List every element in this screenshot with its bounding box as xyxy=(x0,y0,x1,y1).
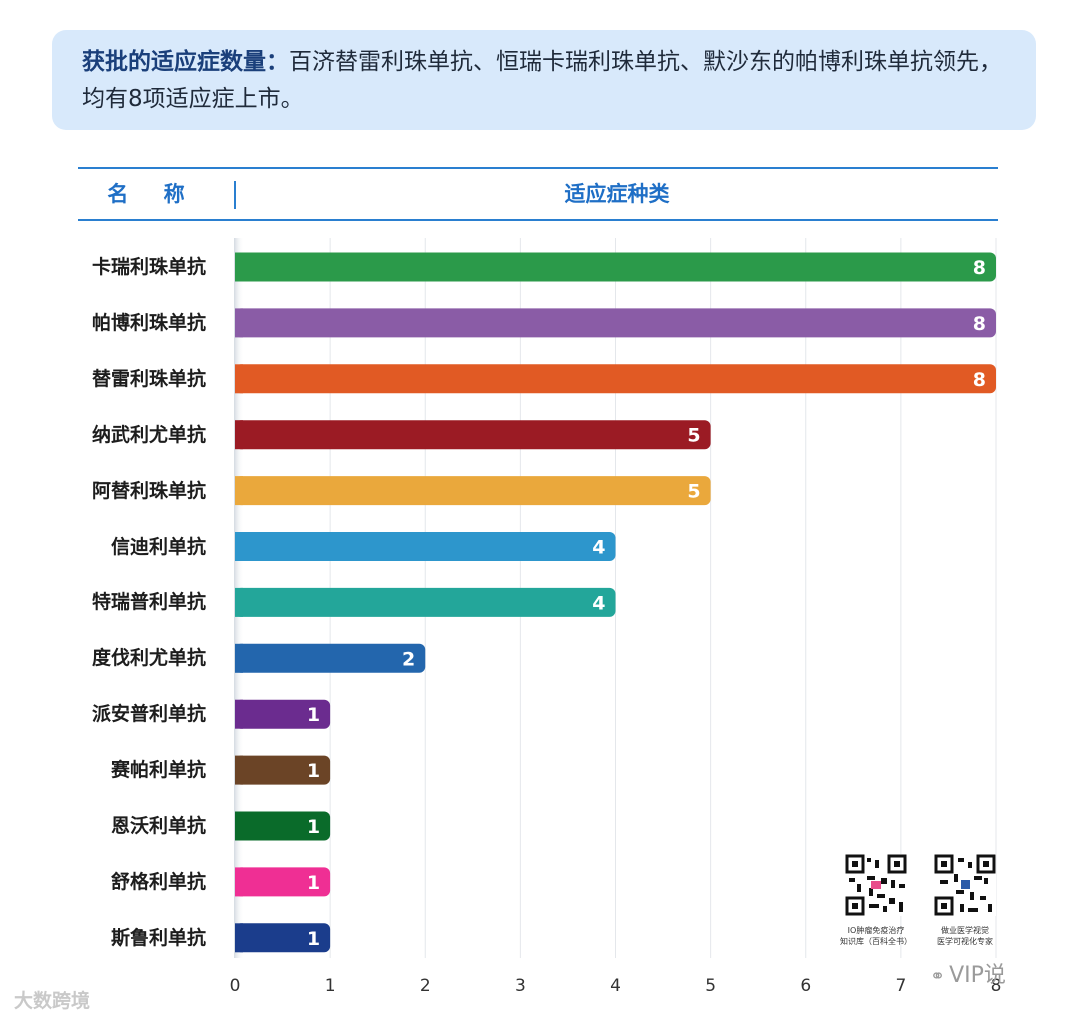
header-name: 名 称 xyxy=(107,182,199,206)
x-ticks: 0 1 2 3 4 5 6 7 8 xyxy=(230,976,1002,996)
brand-mark: ⚭ VIP说 xyxy=(930,957,1006,989)
qr-code-1 xyxy=(845,854,907,916)
qr-caption-2-line2: 医学可视化专家 xyxy=(937,937,993,946)
bar-value-label: 4 xyxy=(592,537,605,559)
bar xyxy=(235,923,331,953)
callout-strong: 获批的适应症数量： xyxy=(82,49,289,75)
bar xyxy=(235,867,331,897)
qr-pattern-1 xyxy=(845,854,907,916)
bar-value-label: 5 xyxy=(687,481,700,503)
category-label: 信迪利单抗 xyxy=(110,535,206,558)
x-tick-label: 2 xyxy=(420,976,431,996)
qr-caption-1-line1: IO肿瘤免疫治疗 xyxy=(847,926,905,935)
header-top-line xyxy=(78,167,998,169)
bar-value-label: 8 xyxy=(973,369,986,391)
category-label: 替雷利珠单抗 xyxy=(91,367,206,390)
bar-value-label: 1 xyxy=(307,816,320,838)
bar-left-edge xyxy=(235,308,243,338)
qr-caption-1: IO肿瘤免疫治疗 知识库（百科全书） xyxy=(826,925,926,947)
header-bottom-line xyxy=(78,219,998,221)
category-label: 舒格利单抗 xyxy=(110,870,206,893)
bar-value-label: 8 xyxy=(973,257,986,279)
bar-left-edge xyxy=(235,923,243,953)
bar-left-edge xyxy=(235,587,243,617)
x-tick-label: 4 xyxy=(610,976,621,996)
bar xyxy=(235,364,996,394)
bar-left-edge xyxy=(235,699,243,729)
qr-caption-2-line1: 做业医学视觉 xyxy=(941,926,989,935)
bar xyxy=(235,699,331,729)
bar xyxy=(235,308,996,338)
bar-value-label: 1 xyxy=(307,760,320,782)
category-label: 恩沃利单抗 xyxy=(110,815,206,837)
bar xyxy=(235,420,711,450)
brand-name: VIP说 xyxy=(949,963,1006,988)
qr-pattern-2 xyxy=(934,854,996,916)
header-separator xyxy=(234,181,236,209)
category-label: 阿替利珠单抗 xyxy=(91,479,206,502)
category-label: 赛帕利单抗 xyxy=(110,759,206,782)
wechat-icon: ⚭ xyxy=(930,966,946,987)
bar-left-edge xyxy=(235,811,243,841)
bar-value-label: 1 xyxy=(307,704,320,726)
bar-left-edge xyxy=(235,867,243,897)
category-label: 卡瑞利珠单抗 xyxy=(91,256,206,278)
bar xyxy=(235,755,331,785)
bar xyxy=(235,532,616,561)
bar-left-edge xyxy=(235,420,243,450)
category-label: 度伐利尤单抗 xyxy=(91,647,206,670)
bar-left-edge xyxy=(235,532,243,561)
header-type: 适应症种类 xyxy=(564,182,670,206)
bar-value-label: 4 xyxy=(592,592,605,614)
bar xyxy=(235,476,711,506)
x-tick-label: 3 xyxy=(515,976,526,996)
qr-caption-2: 做业医学视觉 医学可视化专家 xyxy=(915,925,1015,947)
x-tick-label: 1 xyxy=(325,976,336,996)
qr-code-2 xyxy=(934,854,996,916)
callout-text: 百济替雷利珠单抗、恒瑞卡瑞利珠单抗、默沙东的帕博利珠单抗领先，均有8项适应症上市… xyxy=(82,49,1002,112)
bar-value-label: 8 xyxy=(973,313,986,335)
bar-left-edge xyxy=(235,476,243,506)
qr-caption-1-line2: 知识库（百科全书） xyxy=(840,937,912,946)
x-tick-label: 0 xyxy=(230,976,241,996)
x-tick-label: 8 xyxy=(991,976,1002,996)
bar-value-label: 5 xyxy=(687,425,700,447)
bar-value-label: 1 xyxy=(307,928,320,950)
bar xyxy=(235,587,616,617)
bar-value-label: 1 xyxy=(307,872,320,894)
bar-value-label: 2 xyxy=(402,648,415,670)
bar xyxy=(235,252,996,282)
category-label: 特瑞普利单抗 xyxy=(91,591,206,614)
corner-watermark: 大数跨境 xyxy=(14,990,91,1012)
bar-left-edge xyxy=(235,755,243,785)
category-label: 斯鲁利单抗 xyxy=(110,926,206,949)
bar-left-edge xyxy=(235,643,243,673)
x-tick-label: 5 xyxy=(705,976,716,996)
x-tick-label: 6 xyxy=(800,976,811,996)
category-label: 纳武利尤单抗 xyxy=(91,423,206,446)
category-label: 派安普利单抗 xyxy=(91,703,206,726)
bar xyxy=(235,643,426,673)
bar xyxy=(235,811,331,841)
x-tick-label: 7 xyxy=(895,976,906,996)
category-label: 帕博利珠单抗 xyxy=(91,311,206,334)
bar-left-edge xyxy=(235,252,243,282)
summary-callout: 获批的适应症数量：百济替雷利珠单抗、恒瑞卡瑞利珠单抗、默沙东的帕博利珠单抗领先，… xyxy=(52,30,1036,130)
bars: 8 8 8 5 5 4 4 2 1 1 1 1 1 xyxy=(235,252,996,953)
bar-left-edge xyxy=(235,364,243,394)
